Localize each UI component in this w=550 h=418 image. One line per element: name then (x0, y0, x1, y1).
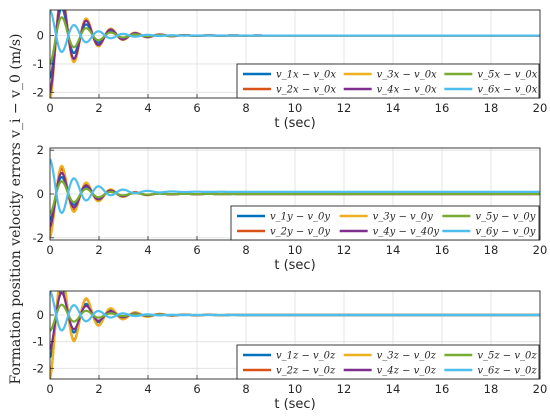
x-tick-label: 10 (288, 243, 303, 257)
legend-label-4: v_4z − v_0z (377, 366, 437, 377)
legend-label-1: v_1x − v_0x (276, 70, 336, 81)
subplot-1: 0 2 4 6 8 10 12 14 16 18 20 0 -1 -2 t (sec) v_1x − v_0x… (33, 9, 548, 131)
x-tick-label: 18 (484, 382, 499, 396)
y-tick-label: 2 (37, 143, 44, 157)
x-tick-label: 12 (337, 243, 352, 257)
legend-label-6: v_6z − v_0z (477, 366, 537, 377)
x-tick-label: 16 (435, 101, 450, 115)
x-tick-label: 8 (242, 101, 249, 115)
shared-y-axis-label: Formation position velocity errors v_i −… (8, 34, 24, 385)
legend-label-6: v_6y − v_0y (475, 227, 535, 238)
y-tick-label: -2 (33, 85, 44, 99)
x-tick-label: 2 (95, 101, 102, 115)
x-tick-label: 8 (242, 382, 249, 396)
x-axis-label: t (sec) (274, 116, 315, 131)
legend-label-3: v_3x − v_0x (377, 70, 437, 81)
legend-label-3: v_3z − v_0z (377, 351, 437, 362)
legend-label-4: v_4y − v_40y (373, 227, 440, 238)
y-tick-label: 0 (37, 187, 44, 201)
series-line-6 (50, 158, 540, 215)
x-tick-label: 10 (288, 382, 303, 396)
x-tick-label: 0 (46, 243, 53, 257)
legend-label-1: v_1y − v_0y (270, 212, 330, 223)
legend-label-5: v_5z − v_0z (477, 351, 537, 362)
y-tick-label: -1 (33, 57, 44, 71)
x-tick-label: 6 (193, 101, 200, 115)
series-group (50, 10, 540, 98)
legend-box (236, 344, 540, 380)
subplot-3: 0 2 4 6 8 10 12 14 16 18 20 0 -1 -2 t (sec) v_1z − v_0z… (33, 290, 548, 412)
legend: v_1z − v_0z v_2z − v_0z v_3z − v_0z v_4z − … (236, 344, 540, 380)
x-axis-label: t (sec) (274, 258, 315, 273)
legend-label-5: v_5y − v_0y (475, 212, 535, 223)
x-tick-label: 20 (533, 382, 548, 396)
y-tick-label: -1 (33, 335, 44, 349)
x-tick-label: 4 (144, 243, 151, 257)
legend: v_1x − v_0x v_2x − v_0x v_3x − v_0x v_4x − … (236, 63, 540, 99)
x-tick-label: 6 (193, 243, 200, 257)
legend-label-1: v_1z − v_0z (276, 351, 336, 362)
x-tick-label: 8 (242, 243, 249, 257)
series-line-6 (50, 10, 540, 54)
x-tick-label: 4 (144, 382, 151, 396)
legend-label-2: v_2x − v_0x (276, 85, 336, 96)
x-tick-label: 18 (484, 101, 499, 115)
y-tick-label: 0 (37, 308, 44, 322)
legend-box (236, 63, 540, 99)
x-tick-label: 18 (484, 243, 499, 257)
x-tick-label: 16 (435, 382, 450, 396)
x-tick-label: 10 (288, 101, 303, 115)
x-tick-label: 2 (95, 382, 102, 396)
x-axis-label: t (sec) (274, 397, 315, 412)
x-tick-label: 12 (337, 101, 352, 115)
x-tick-label: 14 (386, 101, 401, 115)
x-tick-label: 2 (95, 243, 102, 257)
x-tick-label: 4 (144, 101, 151, 115)
series-group (50, 158, 540, 239)
x-tick-label: 16 (435, 243, 450, 257)
x-tick-label: 12 (337, 382, 352, 396)
legend-label-3: v_3y − v_0y (373, 212, 433, 223)
x-tick-label: 14 (386, 243, 401, 257)
legend-label-2: v_2y − v_0y (270, 227, 330, 238)
series-group (50, 291, 540, 379)
x-tick-label: 20 (533, 101, 548, 115)
legend-label-2: v_2z − v_0z (276, 366, 336, 377)
x-tick-label: 20 (533, 243, 548, 257)
legend-label-4: v_4x − v_0x (377, 85, 437, 96)
x-tick-label: 0 (46, 382, 53, 396)
legend-label-5: v_5x − v_0x (477, 70, 537, 81)
legend-label-6: v_6x − v_0x (477, 85, 537, 96)
x-tick-label: 14 (386, 382, 401, 396)
x-tick-label: 6 (193, 382, 200, 396)
x-tick-label: 0 (46, 101, 53, 115)
series-line-6 (50, 291, 540, 332)
legend: v_1y − v_0y v_2y − v_0y v_3y − v_0y v_4y − … (230, 205, 540, 241)
legend-box (230, 205, 540, 241)
y-tick-label: -2 (33, 361, 44, 375)
y-tick-label: 0 (37, 29, 44, 43)
y-tick-label: -2 (33, 231, 44, 245)
